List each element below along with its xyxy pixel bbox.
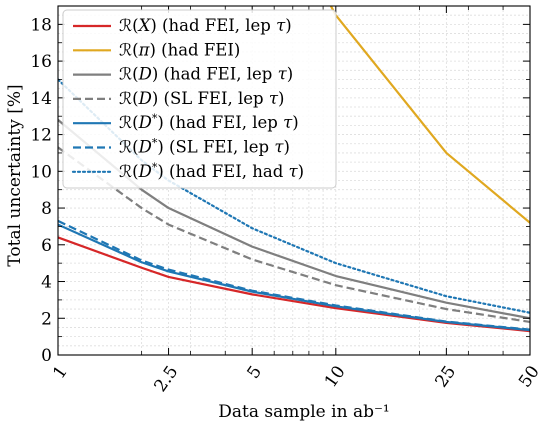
plot-frame (57, 5, 531, 356)
legend-desc: (had FEI) (156, 40, 240, 59)
y-axis-label: Total uncertainty [%] (5, 84, 25, 266)
x-tick-label-5: 50 (515, 362, 544, 391)
y-tick-label-5: 10 (30, 162, 52, 182)
x-tick-label-0: 1 (49, 362, 72, 382)
legend-arg: D (138, 113, 152, 132)
legend-paren: ( (132, 138, 138, 157)
legend-desc: (had FEI, lep (157, 16, 276, 35)
legend: ℛ(X) (had FEI, lep τ)ℛ(π) (had FEI)ℛ(D) … (62, 9, 337, 189)
legend-paren: ) (292, 113, 298, 132)
x-tick-label-3: 10 (321, 362, 350, 391)
legend-script: ℛ (119, 162, 132, 181)
legend-desc: (SL FEI, lep (158, 89, 269, 108)
y-tick-label-6: 12 (30, 126, 52, 146)
series-line-4 (58, 223, 530, 332)
series-line-3 (58, 146, 530, 324)
legend-paren: ( (132, 89, 138, 108)
legend-star: * (152, 136, 158, 149)
legend-paren: ) (149, 40, 155, 59)
x-tick-label-1: 2.5 (151, 362, 183, 396)
legend-script: ℛ (119, 65, 132, 84)
legend-script: ℛ (119, 138, 132, 157)
y-tick-label-2: 4 (41, 273, 52, 293)
legend-tau: τ (289, 162, 299, 181)
legend-paren: ( (132, 162, 138, 181)
legend-paren: ) (285, 16, 291, 35)
legend-paren: ) (157, 113, 163, 132)
legend-arg: D (138, 65, 152, 84)
legend-label-4: ℛ(D*) (had FEI, lep τ) (119, 112, 299, 133)
legend-script: ℛ (119, 113, 132, 132)
legend-label-1: ℛ(π) (had FEI) (119, 40, 240, 59)
legend-star: * (152, 112, 158, 125)
legend-label-6: ℛ(D*) (had FEI, had τ) (119, 160, 304, 181)
legend-desc: (SL FEI, lep (164, 138, 275, 157)
legend-paren: ) (278, 89, 284, 108)
legend-tau: τ (276, 16, 286, 35)
y-tick-label-9: 18 (30, 15, 52, 35)
y-tick-label-0: 0 (41, 346, 52, 366)
x-axis-label: Data sample in ab⁻¹ (218, 402, 390, 422)
y-tick-label-1: 2 (41, 309, 52, 329)
legend-paren: ( (132, 113, 138, 132)
legend-paren: ( (132, 40, 138, 59)
legend-script: ℛ (119, 89, 132, 108)
legend-arg: π (138, 40, 151, 59)
legend-star: * (152, 160, 158, 173)
legend-arg: D (138, 89, 152, 108)
legend-paren: ) (287, 65, 293, 84)
legend-tau: τ (278, 65, 288, 84)
legend-label-2: ℛ(D) (had FEI, lep τ) (119, 65, 293, 84)
legend-desc: (had FEI, had (164, 162, 289, 181)
legend-arg: D (138, 162, 152, 181)
series-line-5 (58, 219, 530, 331)
x-tick-label-2: 5 (243, 362, 266, 382)
legend-paren: ) (157, 138, 163, 157)
legend-paren: ) (157, 162, 163, 181)
legend-tau: τ (274, 138, 284, 157)
legend-label-5: ℛ(D*) (SL FEI, lep τ) (119, 136, 290, 157)
legend-paren: ) (152, 89, 158, 108)
series-line-0 (58, 236, 530, 333)
y-tick-label-3: 6 (41, 236, 52, 256)
legend-paren: ) (298, 162, 304, 181)
legend-paren: ( (132, 65, 138, 84)
legend-desc: (had FEI, lep (164, 113, 283, 132)
legend-arg: X (137, 16, 152, 35)
legend-paren: ( (132, 16, 138, 35)
legend-label-0: ℛ(X) (had FEI, lep τ) (119, 16, 292, 35)
y-tick-label-4: 8 (41, 199, 52, 219)
legend-paren: ) (150, 16, 156, 35)
legend-paren: ) (283, 138, 289, 157)
legend-tau: τ (269, 89, 279, 108)
legend-tau: τ (283, 113, 293, 132)
y-tick-label-7: 14 (30, 89, 52, 109)
series-line-1 (329, 6, 530, 224)
legend-label-3: ℛ(D) (SL FEI, lep τ) (119, 89, 284, 108)
x-tick-label-4: 25 (431, 362, 460, 391)
y-tick-label-8: 16 (30, 52, 52, 72)
legend-script: ℛ (119, 16, 132, 35)
series-lines (58, 6, 530, 333)
legend-script: ℛ (119, 40, 132, 59)
legend-arg: D (138, 138, 152, 157)
series-line-2 (58, 119, 530, 320)
legend-paren: ) (152, 65, 158, 84)
legend-box (62, 9, 337, 189)
legend-desc: (had FEI, lep (158, 65, 277, 84)
